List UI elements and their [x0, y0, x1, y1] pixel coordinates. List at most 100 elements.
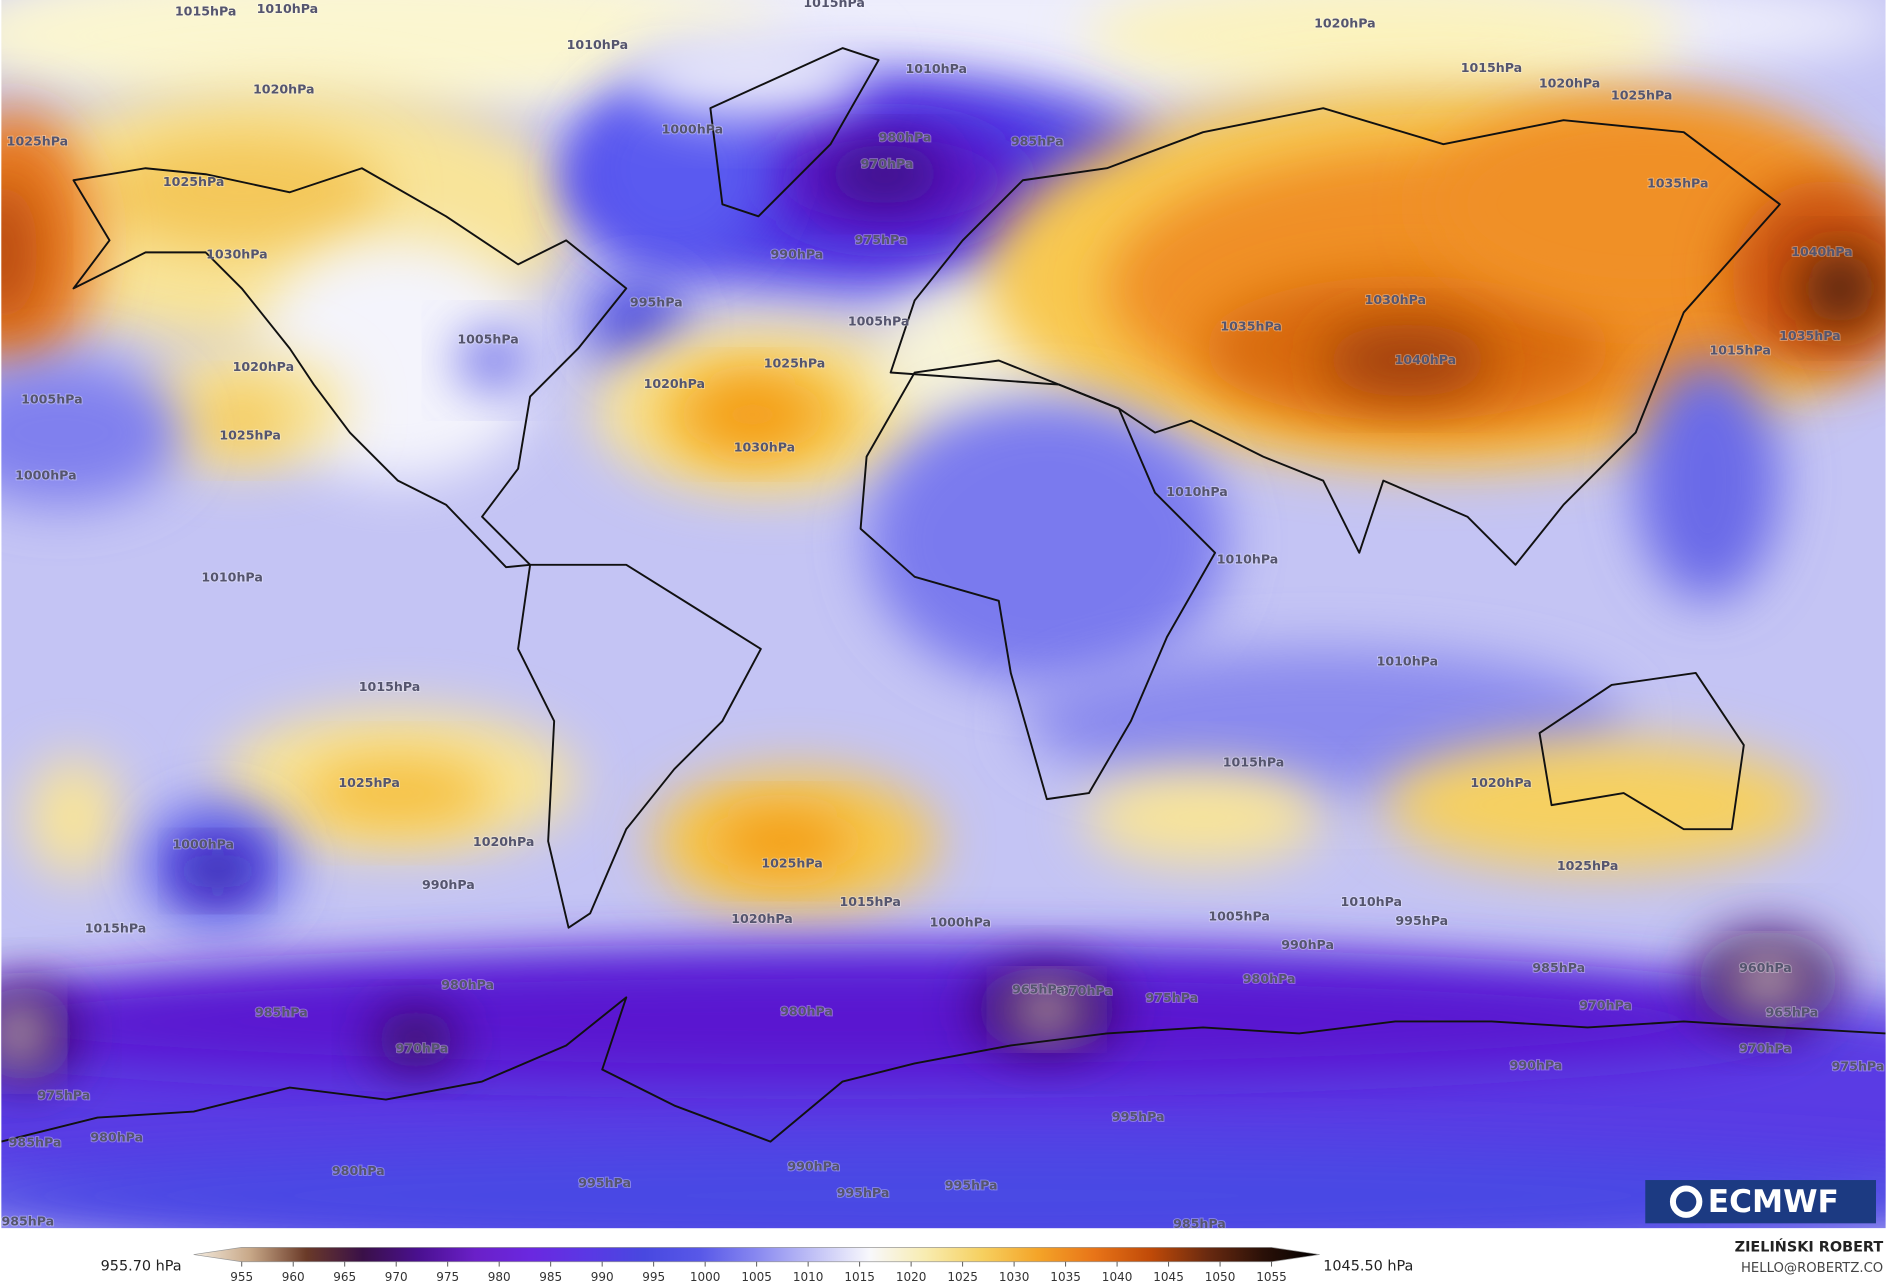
- contour-label: 970hPa: [861, 156, 914, 171]
- contour-label: 975hPa: [855, 232, 908, 247]
- contour-label: 1025hPa: [1557, 858, 1618, 873]
- contour-label: 995hPa: [837, 1185, 890, 1200]
- contour-label: 1000hPa: [930, 914, 991, 929]
- contour-label: 980hPa: [441, 977, 494, 992]
- contour-label: 1000hPa: [662, 121, 723, 136]
- contour-label: 1020hPa: [1470, 775, 1531, 790]
- contour-label: 1020hPa: [731, 911, 792, 926]
- contour-label: 1020hPa: [644, 376, 705, 391]
- colorbar-min: 955.70 hPa: [101, 1259, 182, 1275]
- colorbar-tick-label: 1020: [896, 1270, 927, 1284]
- contour-label: 1015hPa: [1223, 755, 1284, 770]
- contour-label: 990hPa: [1281, 937, 1334, 952]
- coastlines: [1, 47, 1886, 1143]
- south-america: [517, 563, 762, 929]
- contour-label: 970hPa: [396, 1041, 449, 1056]
- contour-label: 980hPa: [879, 130, 932, 145]
- contour-label: 1020hPa: [233, 359, 294, 374]
- colorbar-tick-label: 1030: [999, 1270, 1030, 1284]
- contour-label: 1025hPa: [764, 356, 825, 371]
- contour-label: 1010hPa: [906, 61, 967, 76]
- contour-label: 1020hPa: [253, 82, 314, 97]
- colorbar-tick-label: 1025: [947, 1270, 978, 1284]
- contour-label: 1030hPa: [734, 440, 795, 455]
- colorbar-tick-label: 985: [539, 1270, 562, 1284]
- contour-label: 1020hPa: [1314, 16, 1375, 31]
- contour-label: 1005hPa: [848, 314, 909, 329]
- contour-label: 1000hPa: [173, 836, 234, 851]
- contour-label: 965hPa: [1012, 982, 1065, 997]
- pressure-blob: [373, 1009, 459, 1070]
- colorbar-tick-label: 955: [230, 1270, 253, 1284]
- colorbar-tick-label: 980: [488, 1270, 511, 1284]
- colorbar-tick-label: 1055: [1256, 1270, 1287, 1284]
- contour-label: 1020hPa: [1539, 76, 1600, 91]
- contour-label: 1005hPa: [457, 332, 518, 347]
- pressure-blob: [1803, 252, 1877, 325]
- contour-label: 970hPa: [1579, 997, 1632, 1012]
- contour-label: 960hPa: [1739, 960, 1792, 975]
- pressure-blob: [626, 24, 867, 121]
- contour-label: 1005hPa: [21, 392, 82, 407]
- contour-label: 985hPa: [1532, 960, 1585, 975]
- contour-label: 1025hPa: [7, 133, 68, 148]
- contour-label: 980hPa: [780, 1003, 833, 1018]
- pressure-blob: [25, 757, 122, 878]
- contour-label: 970hPa: [1060, 983, 1113, 998]
- contour-label: 1015hPa: [1709, 342, 1770, 357]
- pressure-blob: [1016, 987, 1077, 1032]
- pressure-blob: [692, 380, 813, 449]
- contour-label: 1025hPa: [338, 775, 399, 790]
- logo: ECMWF: [1708, 1184, 1839, 1220]
- contour-label: 995hPa: [630, 294, 683, 309]
- credit-contact: HELLO@ROBERTZ.CO: [1741, 1261, 1883, 1276]
- pressure-blob: [1, 1003, 44, 1064]
- contour-label: 1035hPa: [1779, 328, 1840, 343]
- contour-label: 1010hPa: [201, 570, 262, 585]
- colorbar-tick-label: 965: [333, 1270, 356, 1284]
- contour-label: 1000hPa: [15, 467, 76, 482]
- eurasia: [889, 107, 1781, 566]
- contour-label: 965hPa: [1766, 1005, 1819, 1020]
- contour-label: 970hPa: [1739, 1041, 1792, 1056]
- colorbar-tick-label: 1000: [690, 1270, 721, 1284]
- contour-label: 990hPa: [422, 877, 475, 892]
- pressure-blob: [301, 757, 495, 830]
- contour-label: 1035hPa: [1647, 175, 1708, 190]
- contour-label: 1010hPa: [1341, 894, 1402, 909]
- colorbar-tick-label: 995: [642, 1270, 665, 1284]
- pressure-blob: [458, 330, 531, 391]
- pressure-blob: [1, 108, 98, 373]
- contour-label: 1005hPa: [1208, 908, 1269, 923]
- contour-label: 1010hPa: [1166, 484, 1227, 499]
- colorbar-tick-label: 1005: [741, 1270, 772, 1284]
- logo-mark: [1669, 1185, 1703, 1218]
- antarctica: [1, 996, 1886, 1143]
- contour-label: 1030hPa: [206, 246, 267, 261]
- contour-label: 975hPa: [1832, 1059, 1885, 1074]
- contour-label: 980hPa: [90, 1129, 143, 1144]
- contour-label: 980hPa: [1243, 971, 1296, 986]
- contour-label: 1025hPa: [219, 428, 280, 443]
- contour-label: 985hPa: [1173, 1216, 1226, 1231]
- colorbar-tick-label: 1010: [793, 1270, 824, 1284]
- pressure-blob: [866, 396, 1228, 685]
- contour-label: 1015hPa: [803, 0, 864, 10]
- contour-label: 1025hPa: [163, 174, 224, 189]
- pressure-blob: [1, 360, 182, 505]
- africa: [859, 359, 1217, 801]
- pressure-blob: [187, 849, 248, 893]
- contour-label: 1020hPa: [473, 834, 534, 849]
- contour-label: 985hPa: [255, 1005, 308, 1020]
- contour-label: 1030hPa: [1365, 292, 1426, 307]
- contour-label: 995hPa: [1395, 913, 1448, 928]
- colorbar-tick-label: 1015: [844, 1270, 875, 1284]
- pressure-blob: [193, 390, 290, 451]
- greenland: [709, 47, 880, 218]
- contour-label: 1015hPa: [85, 920, 146, 935]
- contour-label: 1040hPa: [1395, 352, 1456, 367]
- colorbar-max: 1045.50 hPa: [1323, 1259, 1413, 1275]
- contour-label: 1010hPa: [1217, 551, 1278, 566]
- contour-label: 1035hPa: [1220, 318, 1281, 333]
